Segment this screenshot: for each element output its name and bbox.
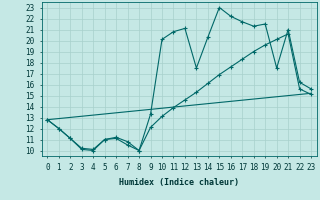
X-axis label: Humidex (Indice chaleur): Humidex (Indice chaleur) bbox=[119, 178, 239, 186]
